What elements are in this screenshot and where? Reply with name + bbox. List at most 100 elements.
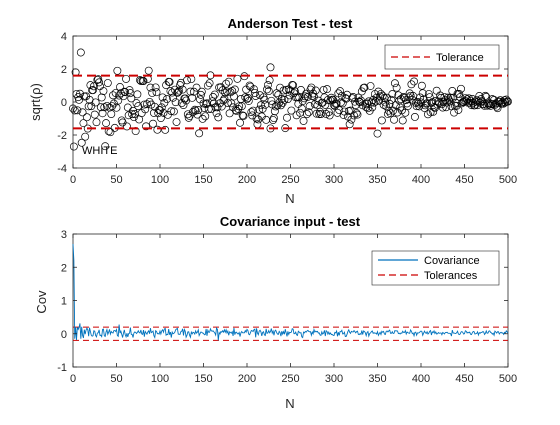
anderson-point bbox=[252, 114, 261, 123]
anderson-point bbox=[119, 92, 128, 101]
anderson-point bbox=[455, 89, 464, 98]
anderson-point bbox=[336, 87, 345, 96]
anderson-point bbox=[188, 93, 197, 102]
anderson-point bbox=[232, 107, 241, 115]
anderson-xtick-label: 50 bbox=[110, 174, 122, 186]
anderson-point bbox=[109, 91, 117, 100]
covariance-legend-label-covariance: Covariance bbox=[424, 255, 480, 267]
anderson-point bbox=[78, 108, 87, 117]
anderson-ytick-label: -4 bbox=[57, 163, 67, 175]
anderson-point bbox=[417, 81, 426, 90]
anderson-ytick-label: 0 bbox=[61, 97, 67, 109]
anderson-point bbox=[84, 102, 93, 111]
covariance-legend: Covariance Tolerances bbox=[371, 250, 500, 286]
anderson-point bbox=[247, 108, 256, 117]
anderson-point bbox=[454, 105, 463, 114]
anderson-point bbox=[406, 91, 415, 100]
anderson-point bbox=[243, 93, 252, 102]
anderson-point bbox=[183, 76, 191, 85]
anderson-point bbox=[345, 120, 354, 129]
anderson-point bbox=[440, 93, 449, 101]
anderson-point bbox=[193, 110, 202, 119]
anderson-point bbox=[270, 107, 279, 116]
anderson-point bbox=[163, 95, 171, 104]
anderson-point bbox=[171, 98, 180, 107]
anderson-point bbox=[244, 97, 253, 105]
anderson-point bbox=[368, 103, 377, 112]
anderson-point bbox=[393, 108, 402, 117]
anderson-point bbox=[335, 106, 344, 115]
anderson-point bbox=[311, 86, 320, 95]
anderson-point bbox=[237, 102, 246, 111]
anderson-point bbox=[457, 84, 465, 93]
anderson-point bbox=[194, 106, 203, 115]
anderson-point bbox=[101, 142, 110, 151]
covariance-xtick-label: 150 bbox=[194, 373, 212, 385]
anderson-point bbox=[133, 90, 142, 99]
anderson-point bbox=[319, 85, 328, 94]
anderson-point bbox=[149, 119, 157, 128]
anderson-title: Anderson Test - test bbox=[228, 16, 353, 31]
anderson-point bbox=[476, 98, 485, 107]
anderson-point bbox=[422, 99, 431, 108]
anderson-point bbox=[96, 103, 105, 112]
anderson-point bbox=[492, 102, 501, 111]
covariance-xtick-label: 50 bbox=[110, 373, 122, 385]
anderson-point bbox=[269, 116, 278, 124]
anderson-point bbox=[152, 88, 161, 97]
anderson-point bbox=[222, 79, 231, 88]
anderson-point bbox=[267, 96, 276, 105]
anderson-point bbox=[217, 102, 226, 111]
covariance-ytick-label: 0 bbox=[61, 329, 67, 341]
anderson-point bbox=[195, 129, 204, 138]
covariance-data-layer bbox=[72, 243, 509, 341]
anderson-point bbox=[196, 90, 205, 99]
anderson-point bbox=[444, 95, 453, 104]
anderson-ylabel: sqrt(ρ) bbox=[28, 83, 43, 121]
anderson-point bbox=[81, 132, 90, 141]
anderson-xtick-label: 150 bbox=[194, 174, 212, 186]
anderson-point bbox=[151, 83, 160, 92]
anderson-xtick-label: 250 bbox=[281, 174, 299, 186]
anderson-point bbox=[388, 90, 397, 99]
covariance-xtick-label: 300 bbox=[325, 373, 343, 385]
covariance-xlabel: N bbox=[285, 396, 294, 411]
anderson-point bbox=[214, 113, 223, 122]
anderson-point bbox=[102, 101, 111, 110]
anderson-point bbox=[167, 107, 176, 116]
anderson-point bbox=[438, 103, 447, 112]
anderson-legend: Tolerance bbox=[384, 44, 500, 70]
anderson-point bbox=[291, 93, 300, 102]
anderson-point bbox=[390, 79, 399, 88]
anderson-point bbox=[223, 87, 231, 96]
anderson-point bbox=[124, 111, 133, 120]
anderson-point bbox=[287, 106, 296, 115]
anderson-point bbox=[444, 93, 452, 102]
anderson-point bbox=[317, 110, 325, 119]
anderson-point bbox=[415, 102, 424, 111]
anderson-xtick-label: 100 bbox=[151, 174, 169, 186]
anderson-point bbox=[125, 86, 134, 95]
anderson-point bbox=[377, 116, 386, 125]
covariance-xtick-label: 450 bbox=[455, 373, 473, 385]
covariance-title: Covariance input - test bbox=[220, 214, 361, 229]
covariance-xtick-label: 0 bbox=[70, 373, 76, 385]
anderson-xtick-label: 400 bbox=[412, 174, 430, 186]
anderson-point bbox=[464, 94, 473, 103]
anderson-point bbox=[183, 110, 192, 119]
anderson-point bbox=[79, 119, 88, 128]
anderson-point bbox=[127, 94, 136, 103]
anderson-point bbox=[502, 95, 511, 104]
anderson-point bbox=[198, 114, 207, 123]
anderson-point bbox=[332, 99, 341, 108]
anderson-point bbox=[142, 100, 151, 109]
anderson-point bbox=[103, 79, 112, 87]
anderson-point bbox=[402, 96, 411, 104]
anderson-point bbox=[374, 87, 383, 96]
anderson-point bbox=[263, 81, 272, 90]
anderson-point bbox=[299, 116, 308, 125]
anderson-point bbox=[236, 118, 244, 127]
anderson-point bbox=[255, 105, 264, 114]
